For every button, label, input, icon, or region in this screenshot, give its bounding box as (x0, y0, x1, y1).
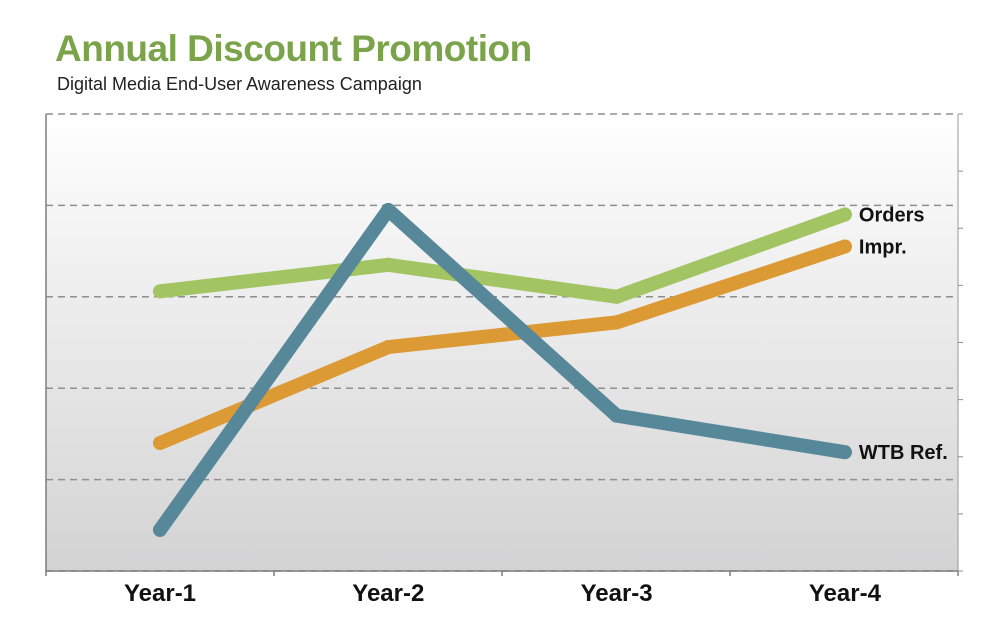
data-point (153, 522, 167, 537)
data-point (381, 340, 396, 355)
series-label: Impr. (859, 237, 907, 259)
axes (45, 113, 963, 576)
data-point (837, 445, 852, 460)
series-segment (381, 202, 624, 423)
labels: Year-1 Year-2 Year-3 Year-4 Orders Impr. WTB R… (124, 205, 948, 607)
x-tick-label: Year-2 (352, 580, 424, 607)
series-group (153, 202, 852, 537)
x-tick-label: Year-1 (124, 580, 196, 607)
data-point (153, 284, 167, 299)
x-tick-label: Year-4 (809, 580, 882, 607)
chart-subtitle: Digital Media End-User Awareness Campaig… (57, 74, 422, 94)
series-lines (153, 202, 852, 537)
series-segment (609, 408, 852, 460)
data-point (381, 202, 396, 217)
data-point (837, 239, 852, 254)
data-point (153, 436, 167, 451)
data-point (837, 207, 852, 222)
data-point (609, 289, 624, 304)
plot-area (46, 114, 958, 571)
series-segment (609, 239, 852, 330)
series-segment (153, 340, 396, 451)
series-segment (381, 257, 624, 304)
series-segment (153, 202, 396, 537)
chart-title: Annual Discount Promotion (55, 28, 532, 69)
series-group (153, 239, 852, 451)
series-label: WTB Ref. (859, 442, 948, 464)
x-tick-label: Year-3 (581, 580, 653, 607)
series-segment (609, 207, 852, 304)
series-segment (381, 315, 624, 355)
data-point (609, 408, 624, 423)
data-point (381, 257, 396, 272)
data-point (609, 315, 624, 330)
series-label: Orders (859, 205, 925, 227)
